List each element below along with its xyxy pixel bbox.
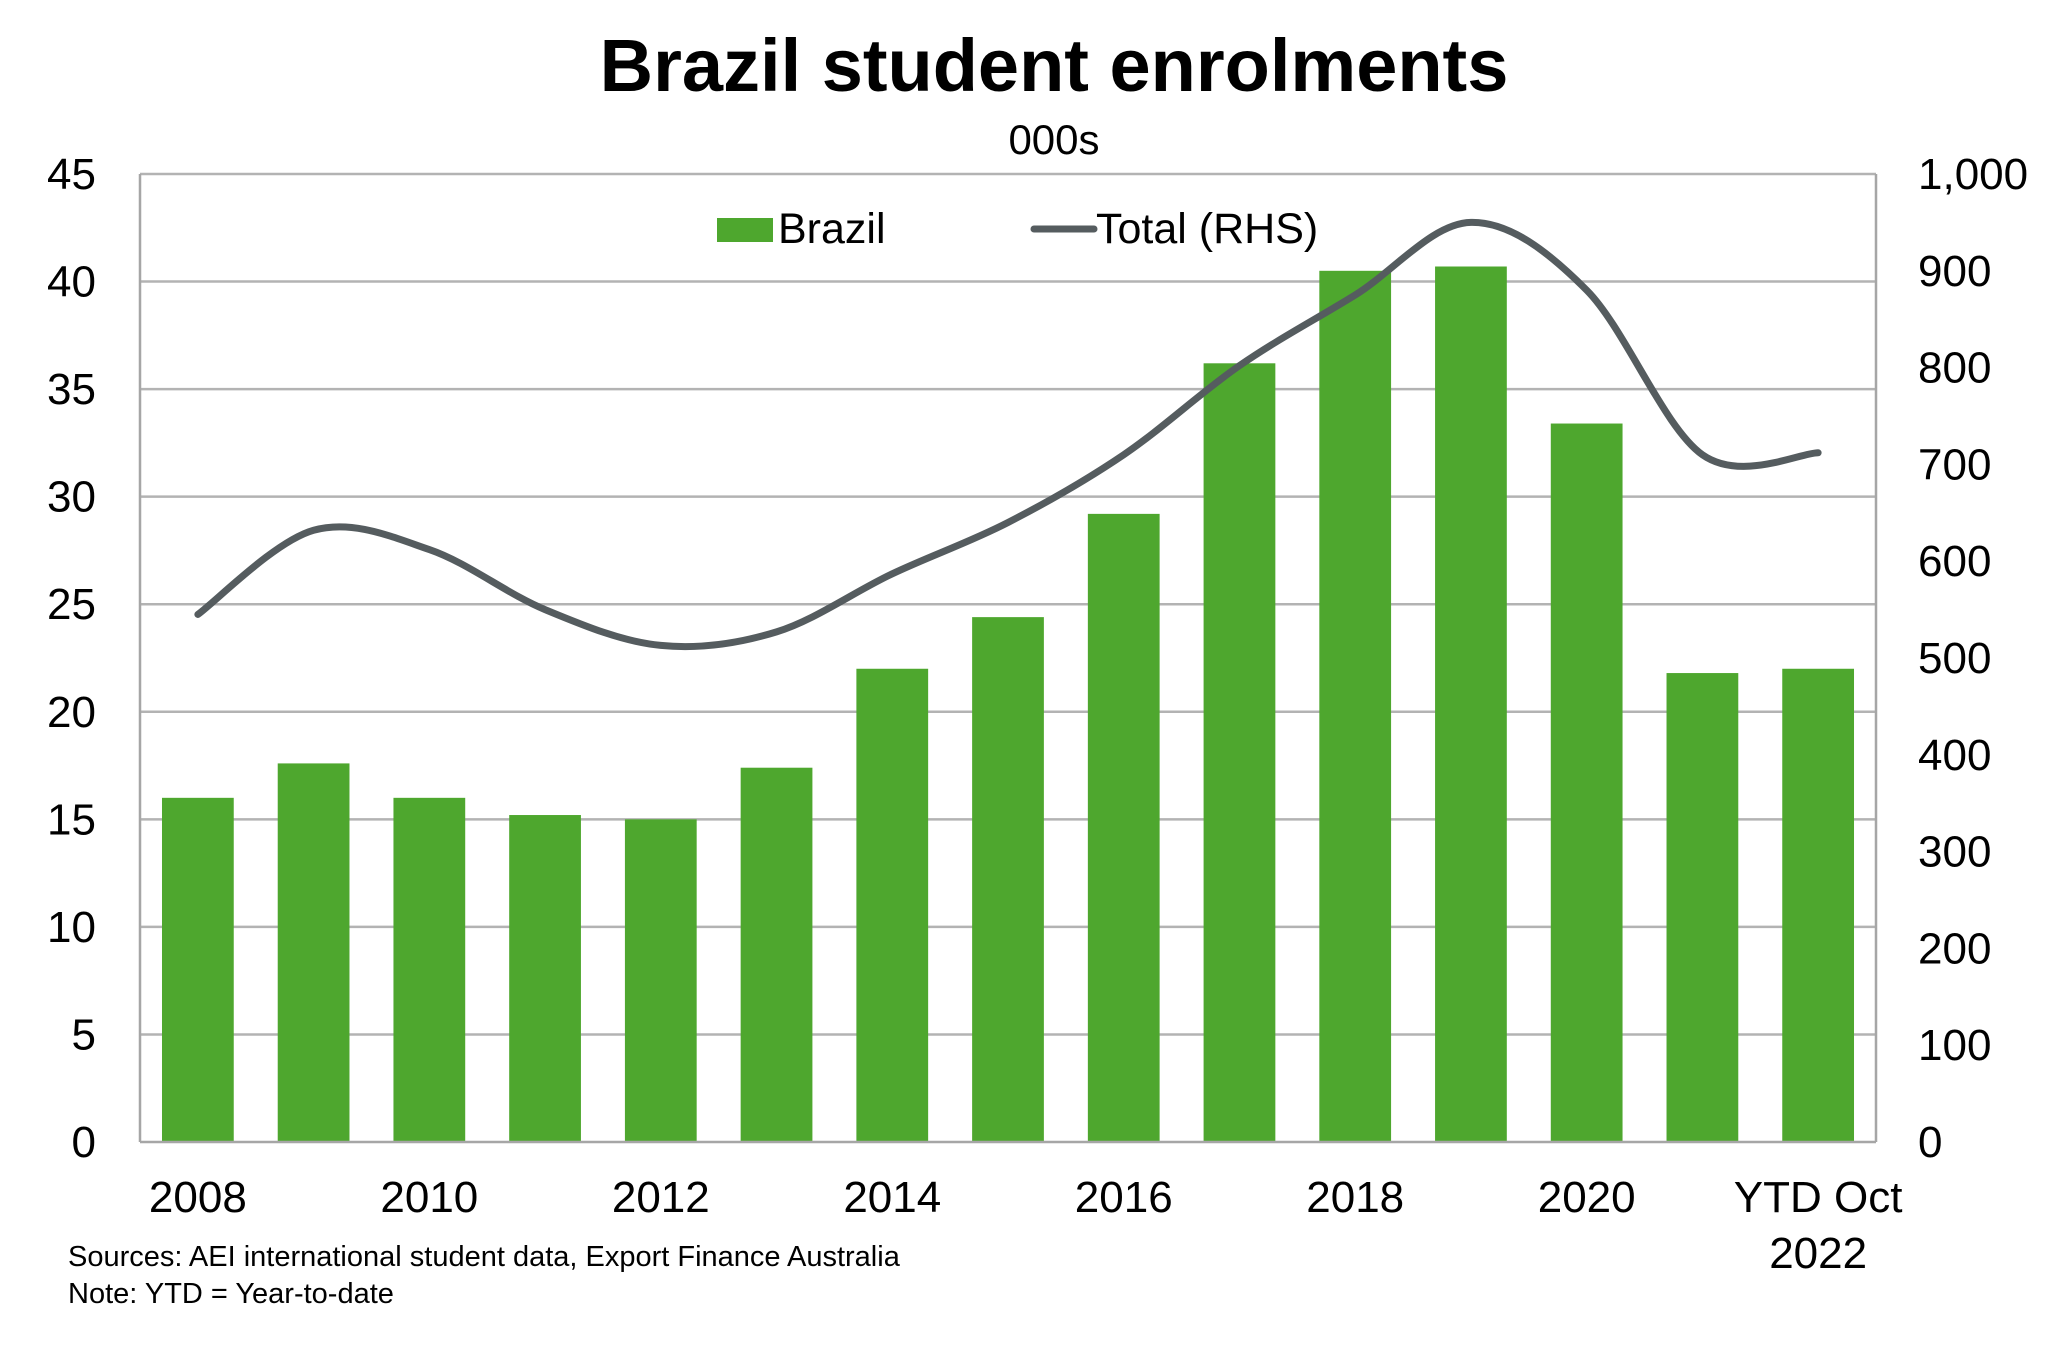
total-line: [194, 218, 1822, 651]
y-right-tick-label: 200: [1918, 924, 1991, 973]
bar-1: [161, 797, 234, 1142]
y-right-tick-label: 1,000: [1918, 150, 2028, 199]
bar-9: [1087, 513, 1160, 1142]
x-tick-label: YTD Oct 2022: [1734, 1173, 1903, 1278]
bar-5: [624, 819, 697, 1142]
bar-11: [1319, 270, 1392, 1142]
bar-2: [277, 763, 350, 1142]
tick-labels: 0 5 10 15 20 25 30 35 40 45 0 100 200 300 400 500 600 700…: [47, 150, 2028, 1278]
bar-series-brazil: [161, 266, 1855, 1142]
footnote-sources: Sources: AEI international student data,…: [68, 1241, 901, 1273]
y-right-tick-label: 800: [1918, 344, 1991, 393]
y-left-tick-label: 20: [47, 688, 96, 737]
y-left-tick-label: 15: [47, 795, 96, 844]
y-right-tick-label: 900: [1918, 247, 1991, 296]
bar-12: [1435, 266, 1507, 1142]
line-series-total: [194, 218, 1822, 651]
axes: [138, 174, 1878, 1144]
y-right-tick-label: 600: [1918, 537, 1991, 586]
y-right-tick-label: 300: [1918, 828, 1991, 877]
bar-8: [972, 617, 1044, 1142]
bar-4: [509, 815, 581, 1142]
y-left-tick-label: 0: [72, 1118, 96, 1167]
bar-13: [1550, 423, 1623, 1142]
x-tick-label: 2012: [612, 1173, 710, 1222]
x-tick-label: 2020: [1538, 1173, 1636, 1222]
y-left-tick-label: 30: [47, 473, 96, 522]
footnote-note: Note: YTD = Year-to-date: [68, 1278, 394, 1310]
x-tick-label: 2016: [1075, 1173, 1173, 1222]
bar-14: [1666, 673, 1739, 1142]
y-left-tick-label: 25: [47, 580, 96, 629]
x-tick-label: 2008: [149, 1173, 247, 1222]
chart-title: Brazil student enrolments: [600, 24, 1509, 107]
y-left-tick-label: 45: [47, 150, 96, 199]
y-right-tick-label: 100: [1918, 1021, 1991, 1070]
y-left-tick-label: 35: [47, 365, 96, 414]
bar-6: [740, 767, 813, 1142]
bar-15: [1782, 668, 1855, 1142]
y-right-tick-label: 400: [1918, 731, 1991, 780]
bar-7: [856, 668, 929, 1142]
chart-subtitle: 000s: [1008, 116, 1099, 163]
bar-3: [393, 797, 466, 1142]
y-left-tick-label: 10: [47, 903, 96, 952]
legend-label-brazil: Brazil: [778, 205, 886, 253]
y-right-tick-label: 0: [1918, 1118, 1942, 1167]
y-left-tick-label: 5: [72, 1010, 96, 1059]
y-left-tick-label: 40: [47, 258, 96, 307]
legend: Brazil Total (RHS): [717, 205, 1318, 253]
bar-10: [1203, 363, 1276, 1142]
y-right-tick-label: 700: [1918, 440, 1991, 489]
x-tick-label: 2010: [380, 1173, 478, 1222]
legend-swatch-brazil: [717, 218, 773, 242]
x-tick-label: 2018: [1306, 1173, 1404, 1222]
x-tick-label: 2014: [843, 1173, 941, 1222]
y-right-tick-label: 500: [1918, 634, 1991, 683]
legend-label-total: Total (RHS): [1096, 205, 1318, 253]
